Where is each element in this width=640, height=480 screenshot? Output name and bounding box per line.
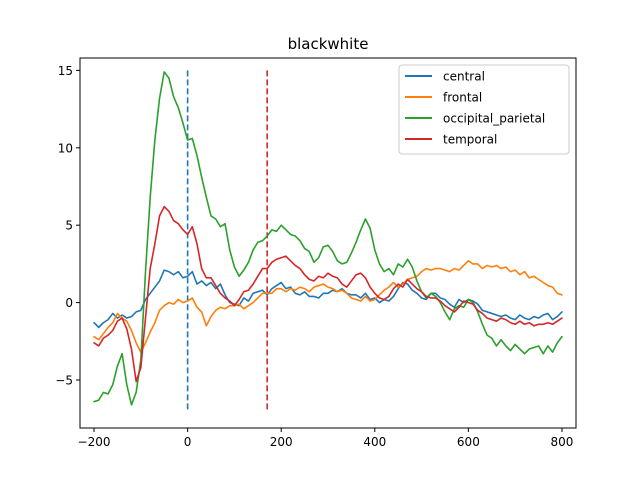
y-tick-label: 10	[58, 141, 73, 155]
legend-label: temporal	[443, 133, 497, 147]
series-line-frontal	[93, 260, 563, 353]
y-tick-label: 0	[65, 296, 73, 310]
x-tick-label: 400	[363, 435, 386, 449]
legend-item-occipital-parietal: occipital_parietal	[405, 112, 545, 126]
y-tick-label: 15	[58, 64, 73, 78]
legend-label: central	[443, 70, 485, 84]
y-tick-label: 5	[65, 219, 73, 233]
series-layer	[93, 71, 563, 406]
legend-item-central: central	[405, 70, 485, 84]
series-line-occipital-parietal	[93, 71, 563, 406]
x-tick-label: 0	[184, 435, 192, 449]
chart-title: blackwhite	[288, 35, 369, 53]
x-axis: −200 0 200 400 600 800	[78, 428, 574, 449]
plot-frame	[79, 57, 577, 429]
x-tick-label: 600	[457, 435, 480, 449]
series-line-central	[93, 269, 563, 329]
x-tick-label: −200	[78, 435, 111, 449]
legend-label: frontal	[443, 91, 482, 105]
reference-lines	[186, 70, 268, 410]
y-axis: −5 0 5 10 15	[55, 64, 80, 388]
legend-label: occipital_parietal	[443, 112, 545, 126]
x-tick-label: 800	[551, 435, 574, 449]
legend-box	[398, 64, 570, 155]
series-line-temporal	[93, 205, 563, 383]
legend-item-temporal: temporal	[405, 133, 497, 147]
y-tick-label: −5	[55, 374, 73, 388]
x-tick-label: 200	[270, 435, 293, 449]
legend-item-frontal: frontal	[405, 91, 482, 105]
legend: central frontal occipital_parietal temporal	[398, 64, 570, 155]
